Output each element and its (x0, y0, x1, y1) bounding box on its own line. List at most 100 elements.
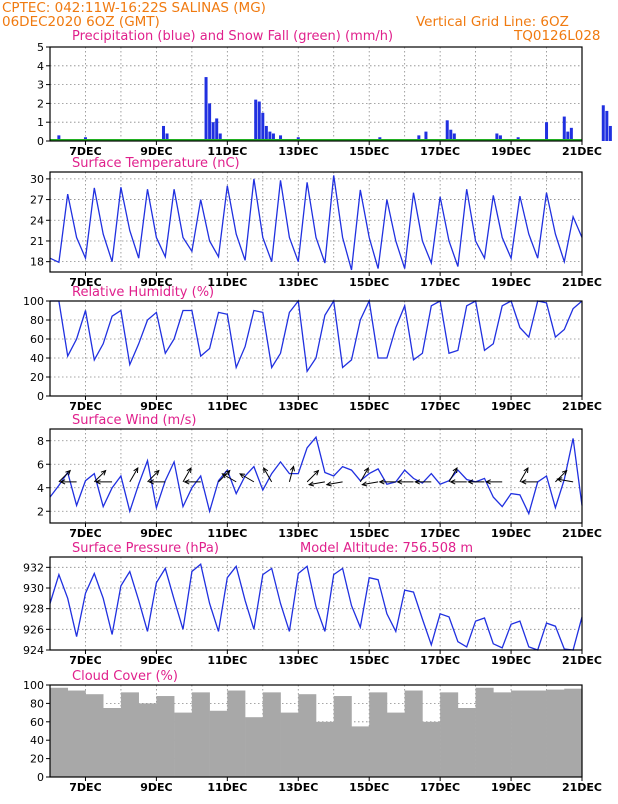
precip-bar (545, 122, 549, 141)
wind-arrow-head (520, 479, 527, 485)
humidity-ytick-label: 100 (23, 295, 44, 308)
wind-arrow-head (556, 477, 563, 483)
wind-arrow-head (263, 467, 269, 474)
cloud-bar (191, 692, 210, 777)
precip-bar (452, 133, 456, 141)
temperature-xtick-label: 15DEC (349, 276, 389, 289)
cloud_cover-xtick-label: 11DEC (207, 781, 247, 794)
wind-ytick-label: 4 (37, 482, 44, 495)
cloud-bar (333, 696, 352, 777)
temperature-ytick-label: 18 (30, 256, 44, 269)
wind-arrow-head (449, 479, 456, 485)
wind-arrow-head (183, 479, 190, 485)
cloud_cover-frame (49, 684, 583, 778)
wind-arrow-head (148, 479, 154, 485)
cloud_cover-ytick-label: 40 (30, 734, 44, 747)
temperature-panel: 18 21 24 27 30 7DEC 9DEC 11DEC 13DEC 15DEC 17DEC 19… (30, 171, 602, 289)
cloud-bar (369, 692, 388, 777)
pressure-xtick-label: 9DEC (140, 654, 172, 667)
precip-xtick-label: 7DEC (69, 145, 101, 158)
wind-arrow-shaft (93, 470, 107, 483)
wind-arrow-head (289, 465, 295, 472)
precip-xtick-label: 9DEC (140, 145, 172, 158)
precip-bar (218, 133, 222, 141)
model-altitude: Model Altitude: 756.508 m (300, 541, 473, 556)
humidity-xtick-label: 19DEC (491, 400, 531, 413)
cloud-bar (351, 726, 370, 777)
cloud-bar (298, 694, 317, 777)
precip-bar (271, 133, 275, 141)
wind-arrow-shaft (306, 470, 319, 483)
wind-xtick-label: 17DEC (420, 527, 460, 540)
cloud_cover-xtick-label: 17DEC (420, 781, 460, 794)
temp-title: Surface Temperature (nC) (72, 156, 240, 171)
precip-bar (57, 135, 61, 141)
wind-frame (49, 428, 583, 524)
precip-bar (254, 99, 258, 141)
wind-arrow-head (65, 469, 71, 476)
cloud_cover-xtick-label: 21DEC (562, 781, 602, 794)
precip-bar (566, 131, 570, 141)
humidity-ytick-label: 0 (37, 390, 44, 403)
cloud_cover-ytick-label: 80 (30, 697, 44, 710)
precip-bar (449, 129, 453, 141)
wind-xtick-label: 9DEC (140, 527, 172, 540)
cloud-bar (564, 688, 583, 777)
cloud-bar (138, 703, 157, 777)
header-grid-note: Vertical Grid Line: 6OZ (416, 14, 569, 30)
humidity-title: Relative Humidity (%) (72, 285, 214, 300)
cloud-bar (386, 712, 405, 777)
pressure-xtick-label: 13DEC (278, 654, 318, 667)
wind-arrow-head (94, 479, 101, 485)
wind-panel: 2 4 6 8 7DEC 9DEC 11DEC 13DEC 15DEC 17DEC 19DEC 21D… (37, 428, 602, 540)
temperature-xtick-label: 11DEC (207, 276, 247, 289)
wind-title: Surface Wind (m/s) (72, 413, 196, 428)
precip-bar (569, 127, 573, 141)
wind-arrow-shaft (309, 481, 325, 486)
precip-bar (498, 135, 502, 141)
precip-ytick-label: 0 (37, 135, 44, 148)
precip-panel: 0 1 2 3 4 5 7DEC 9DEC 11DEC 13DEC 15DEC 17DEC 19DEC 2… (37, 41, 612, 158)
precip-bar (417, 135, 421, 141)
precip-xtick-label: 13DEC (278, 145, 318, 158)
cloud_cover-xtick-label: 7DEC (69, 781, 101, 794)
cloud-bar (511, 690, 530, 777)
pressure-ytick-label: 928 (23, 603, 44, 616)
cloud-bar (280, 712, 299, 777)
pressure-xtick-label: 17DEC (420, 654, 460, 667)
wind-arrow-head (485, 479, 491, 485)
pressure-series-line (49, 563, 583, 651)
cloud_cover-xtick-label: 13DEC (278, 781, 318, 794)
cloud_cover-ytick-label: 60 (30, 716, 44, 729)
humidity-ytick-label: 40 (30, 352, 44, 365)
temperature-xtick-label: 17DEC (420, 276, 460, 289)
wind-arrow-head (313, 469, 320, 476)
wind-arrow-head (396, 479, 403, 485)
precip-bar (601, 105, 605, 141)
pressure-ytick-label: 932 (23, 561, 44, 574)
wind-arrow-head (414, 479, 420, 485)
humidity-panel: 0 20 40 60 80 100 7DEC 9DEC 11DEC 13DEC 15DEC 17DEC… (23, 295, 602, 413)
wind-xtick-label: 11DEC (207, 527, 247, 540)
humidity-xtick-label: 11DEC (207, 400, 247, 413)
wind-arrow-head (239, 473, 246, 479)
wind-arrow-shaft (359, 467, 369, 483)
precip-ytick-label: 4 (37, 60, 44, 73)
precip-bar (208, 103, 212, 141)
precip-xtick-label: 19DEC (491, 145, 531, 158)
pressure-title: Surface Pressure (hPa) (72, 541, 219, 556)
cloud-bar (440, 692, 459, 777)
cloud-bar (227, 690, 246, 777)
temperature-frame (49, 171, 583, 273)
cloud-bar (475, 687, 494, 777)
wind-xtick-label: 21DEC (562, 527, 602, 540)
cloud-title: Cloud Cover (%) (72, 669, 178, 684)
wind-arrow-shaft (362, 481, 379, 486)
wind-arrow-shaft (519, 467, 529, 483)
cloud-bar (156, 696, 175, 777)
cloud-bar (316, 721, 335, 777)
wind-arrow-head (186, 467, 192, 474)
wind-arrow-head (452, 467, 458, 474)
wind-arrow-shaft (182, 467, 192, 483)
pressure-xtick-label: 11DEC (207, 654, 247, 667)
